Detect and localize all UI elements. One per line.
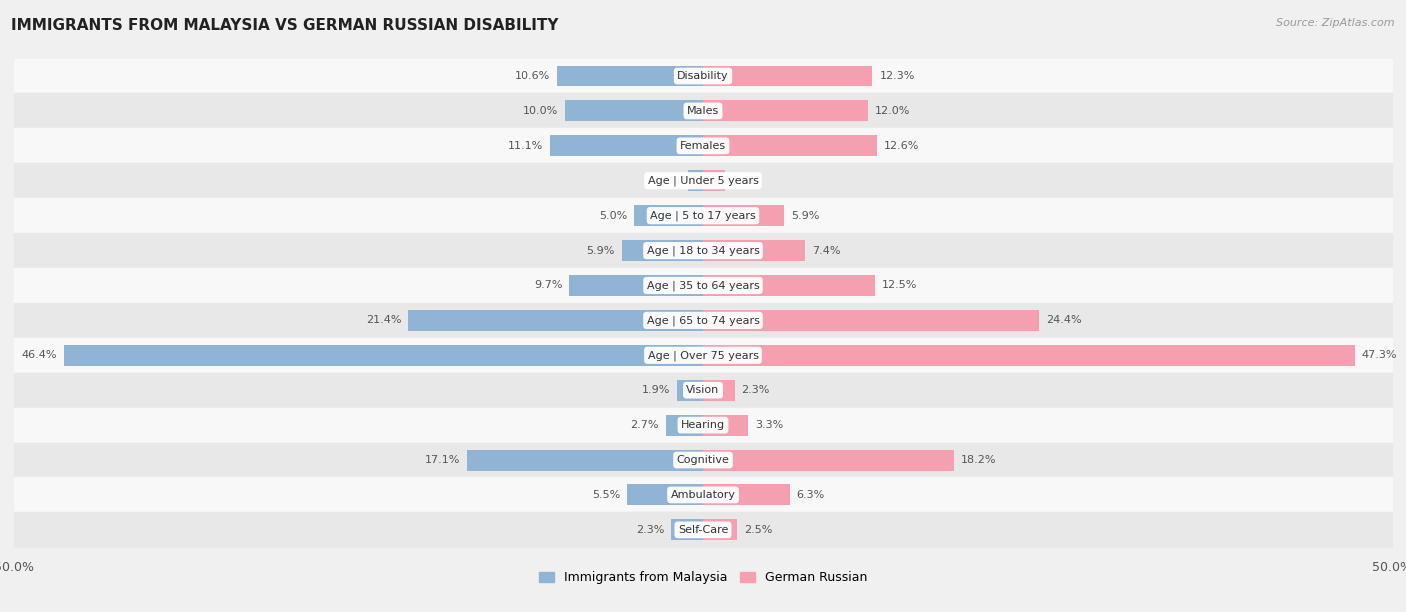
Text: Age | Over 75 years: Age | Over 75 years: [648, 350, 758, 360]
Bar: [14, 163, 1392, 198]
Text: 11.1%: 11.1%: [508, 141, 543, 151]
Bar: [14, 408, 1392, 442]
Bar: [408, 310, 703, 331]
Text: 1.9%: 1.9%: [641, 385, 669, 395]
Bar: [565, 100, 703, 121]
Bar: [14, 477, 1392, 512]
Text: 7.4%: 7.4%: [811, 245, 841, 256]
Text: 10.6%: 10.6%: [515, 71, 550, 81]
Bar: [557, 65, 703, 86]
Text: 1.6%: 1.6%: [733, 176, 761, 186]
Bar: [63, 345, 703, 366]
Text: Age | 18 to 34 years: Age | 18 to 34 years: [647, 245, 759, 256]
Text: 24.4%: 24.4%: [1046, 315, 1081, 326]
Bar: [703, 450, 953, 471]
Bar: [14, 373, 1392, 408]
Bar: [703, 520, 738, 540]
Bar: [703, 345, 1355, 366]
Text: 2.3%: 2.3%: [741, 385, 770, 395]
Text: Age | Under 5 years: Age | Under 5 years: [648, 176, 758, 186]
Text: 47.3%: 47.3%: [1361, 350, 1398, 360]
Text: Source: ZipAtlas.com: Source: ZipAtlas.com: [1277, 18, 1395, 28]
Text: 10.0%: 10.0%: [523, 106, 558, 116]
Text: 3.3%: 3.3%: [755, 420, 783, 430]
Bar: [14, 59, 1392, 94]
Text: 18.2%: 18.2%: [960, 455, 997, 465]
Text: 2.5%: 2.5%: [744, 525, 773, 535]
Bar: [703, 240, 806, 261]
Text: Cognitive: Cognitive: [676, 455, 730, 465]
Text: 46.4%: 46.4%: [21, 350, 56, 360]
Bar: [14, 198, 1392, 233]
Text: 12.0%: 12.0%: [875, 106, 911, 116]
Bar: [14, 233, 1392, 268]
Text: Ambulatory: Ambulatory: [671, 490, 735, 500]
Bar: [688, 170, 703, 191]
Text: 2.7%: 2.7%: [630, 420, 659, 430]
Text: IMMIGRANTS FROM MALAYSIA VS GERMAN RUSSIAN DISABILITY: IMMIGRANTS FROM MALAYSIA VS GERMAN RUSSI…: [11, 18, 558, 34]
Text: Age | 35 to 64 years: Age | 35 to 64 years: [647, 280, 759, 291]
Text: 5.5%: 5.5%: [592, 490, 620, 500]
Bar: [671, 520, 703, 540]
Bar: [634, 205, 703, 226]
Bar: [676, 379, 703, 401]
Bar: [703, 65, 873, 86]
Bar: [569, 275, 703, 296]
Bar: [467, 450, 703, 471]
Text: Disability: Disability: [678, 71, 728, 81]
Bar: [14, 303, 1392, 338]
Bar: [703, 310, 1039, 331]
Bar: [621, 240, 703, 261]
Text: 17.1%: 17.1%: [425, 455, 461, 465]
Text: 9.7%: 9.7%: [534, 280, 562, 291]
Text: Males: Males: [688, 106, 718, 116]
Bar: [703, 379, 735, 401]
Legend: Immigrants from Malaysia, German Russian: Immigrants from Malaysia, German Russian: [534, 566, 872, 589]
Text: Age | 65 to 74 years: Age | 65 to 74 years: [647, 315, 759, 326]
Bar: [703, 485, 790, 506]
Bar: [14, 338, 1392, 373]
Bar: [14, 442, 1392, 477]
Text: Vision: Vision: [686, 385, 720, 395]
Text: 12.6%: 12.6%: [883, 141, 920, 151]
Bar: [14, 268, 1392, 303]
Text: 5.0%: 5.0%: [599, 211, 627, 221]
Bar: [703, 100, 869, 121]
Bar: [627, 485, 703, 506]
Bar: [14, 94, 1392, 129]
Text: Females: Females: [681, 141, 725, 151]
Text: 6.3%: 6.3%: [797, 490, 825, 500]
Text: Hearing: Hearing: [681, 420, 725, 430]
Text: 5.9%: 5.9%: [792, 211, 820, 221]
Bar: [703, 170, 725, 191]
Bar: [703, 135, 876, 156]
Text: 12.3%: 12.3%: [879, 71, 915, 81]
Bar: [703, 205, 785, 226]
Text: 5.9%: 5.9%: [586, 245, 614, 256]
Text: 2.3%: 2.3%: [636, 525, 665, 535]
Bar: [14, 129, 1392, 163]
Text: Age | 5 to 17 years: Age | 5 to 17 years: [650, 211, 756, 221]
Bar: [666, 415, 703, 436]
Text: Self-Care: Self-Care: [678, 525, 728, 535]
Bar: [703, 275, 875, 296]
Text: 1.1%: 1.1%: [652, 176, 681, 186]
Bar: [14, 512, 1392, 547]
Text: 21.4%: 21.4%: [366, 315, 401, 326]
Bar: [550, 135, 703, 156]
Bar: [703, 415, 748, 436]
Text: 12.5%: 12.5%: [882, 280, 918, 291]
